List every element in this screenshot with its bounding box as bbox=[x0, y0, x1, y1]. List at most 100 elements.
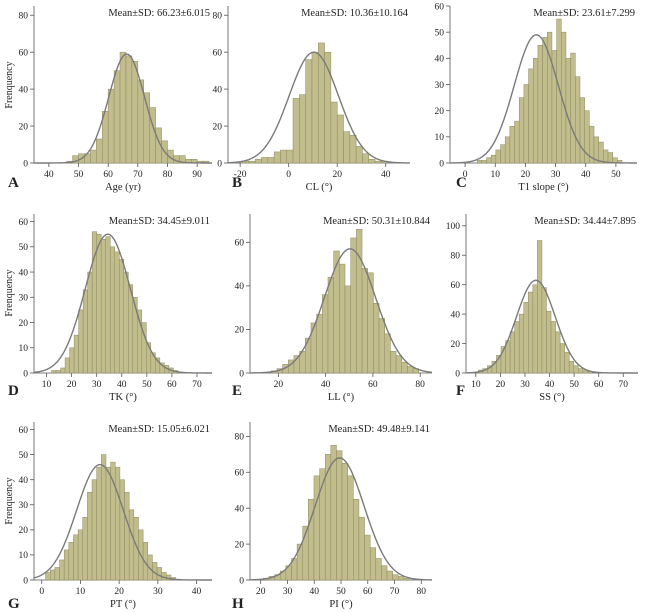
panel-letter: G bbox=[8, 596, 20, 612]
histogram-bar bbox=[528, 68, 534, 164]
histogram-bar bbox=[518, 313, 524, 374]
y-tick-label: 20 bbox=[213, 122, 223, 132]
normal-fit-curve bbox=[33, 233, 212, 374]
histogram-bar bbox=[273, 151, 281, 164]
stat-annotation: Mean±SD: 49.48±9.141 bbox=[328, 424, 430, 435]
y-tick-label: 30 bbox=[435, 81, 445, 91]
histogram-bar bbox=[356, 228, 363, 374]
y-tick-label: 60 bbox=[235, 239, 245, 249]
histogram-bar bbox=[50, 569, 56, 581]
histogram-panel-c: 0 10 20 30 40 50 60 0 10 20 30 40 50 Mean±SD: 23.61±7… bbox=[435, 2, 637, 193]
histogram-bar bbox=[353, 498, 360, 581]
histogram-bar bbox=[523, 302, 529, 374]
histogram-bar bbox=[267, 157, 275, 164]
y-tick-label: 60 bbox=[19, 426, 29, 436]
stat-annotation: Mean±SD: 15.05±6.021 bbox=[108, 424, 210, 435]
y-tick-label: 40 bbox=[19, 476, 29, 486]
x-tick-label: 30 bbox=[520, 380, 530, 390]
y-tick-label: 80 bbox=[235, 433, 245, 443]
histogram-bar bbox=[115, 466, 121, 581]
histogram-bar bbox=[261, 157, 269, 164]
x-tick-label: 20 bbox=[67, 380, 77, 390]
histogram-bar bbox=[528, 291, 534, 374]
y-tick-label: 60 bbox=[19, 218, 29, 228]
y-axis-title-a: Frenquency bbox=[4, 61, 15, 108]
histogram-bar bbox=[546, 310, 552, 374]
normal-fit-curve bbox=[465, 279, 638, 374]
x-tick-label: 60 bbox=[594, 380, 604, 390]
histogram-panel-d: 0 10 20 30 40 50 60 10 20 30 40 50 60 70 Mean±SD: 34.4… bbox=[8, 214, 212, 403]
x-tick-label: 20 bbox=[332, 170, 342, 180]
panel-letter: E bbox=[232, 383, 242, 399]
x-tick-label: 30 bbox=[92, 380, 102, 390]
histogram-bar bbox=[286, 149, 294, 164]
histogram-bar bbox=[373, 303, 380, 374]
y-tick-label: 60 bbox=[235, 469, 245, 479]
histogram-bar bbox=[327, 276, 334, 374]
histogram-panel-b: 0 20 40 60 80 -20 0 20 40 Mean±SD: 10.36±10.164 CL… bbox=[213, 6, 411, 193]
y-tick-label: 60 bbox=[213, 48, 223, 58]
histogram-bar bbox=[598, 141, 604, 164]
y-tick-label: 40 bbox=[213, 85, 223, 95]
normal-fit-curve bbox=[227, 51, 411, 164]
histogram-bar bbox=[565, 58, 571, 164]
panel-letter: D bbox=[8, 383, 19, 399]
histogram-bar bbox=[119, 479, 125, 581]
histogram-bar bbox=[124, 491, 130, 581]
histogram-bar bbox=[523, 84, 529, 164]
stat-annotation: Mean±SD: 66.23±6.015 bbox=[108, 8, 210, 19]
x-tick-label: 60 bbox=[103, 170, 113, 180]
y-tick-label: 0 bbox=[239, 369, 244, 379]
histogram-bar bbox=[114, 251, 120, 374]
y-axis-title-d: Frenquency bbox=[4, 269, 15, 316]
x-axis-label: SS (°) bbox=[539, 392, 565, 403]
histogram-panel-f: 0 20 40 60 80 100 10 20 30 40 50 60 70 Mean±SD: 34.44… bbox=[446, 214, 638, 403]
histogram-bar bbox=[500, 144, 506, 164]
histogram-bar bbox=[349, 135, 357, 164]
histogram-bar bbox=[336, 450, 343, 581]
histogram-bar bbox=[603, 149, 609, 164]
histogram-bar bbox=[570, 52, 576, 164]
stat-annotation: Mean±SD: 10.36±10.164 bbox=[301, 8, 409, 19]
histogram-bar bbox=[78, 309, 84, 374]
histogram-bar bbox=[254, 159, 262, 164]
x-axis-label: CL (°) bbox=[306, 182, 333, 193]
histogram-bar bbox=[339, 263, 346, 374]
x-axis-label: Age (yr) bbox=[105, 182, 141, 193]
x-tick-label: 40 bbox=[44, 170, 54, 180]
histogram-bar bbox=[113, 70, 121, 164]
histogram-bar bbox=[392, 574, 399, 581]
normal-fit-curve bbox=[249, 248, 433, 374]
histogram-bar bbox=[118, 259, 125, 374]
histogram-bar bbox=[51, 370, 57, 374]
histogram-bar bbox=[336, 114, 344, 164]
y-tick-label: 60 bbox=[435, 2, 445, 12]
histogram-bar bbox=[486, 157, 492, 164]
x-tick-label: 40 bbox=[192, 587, 202, 597]
histogram-bar bbox=[355, 146, 363, 164]
histogram-bar bbox=[403, 577, 410, 581]
y-tick-label: 20 bbox=[235, 326, 245, 336]
normal-fit-curve bbox=[34, 53, 212, 164]
histogram-bar bbox=[350, 237, 357, 374]
y-tick-label: 50 bbox=[435, 28, 445, 38]
x-tick-label: 50 bbox=[336, 587, 346, 597]
histogram-bar bbox=[77, 529, 84, 581]
y-tick-label: 80 bbox=[19, 12, 29, 22]
panel-letter: F bbox=[456, 383, 465, 399]
x-tick-label: 80 bbox=[163, 170, 173, 180]
y-tick-label: 50 bbox=[19, 451, 29, 461]
histogram-panel-h: 0 20 40 60 80 20 30 40 50 60 70 80 Mean±SD: 49.48±9.… bbox=[232, 422, 433, 612]
histogram-bar bbox=[322, 294, 329, 374]
x-tick-label: 20 bbox=[256, 587, 266, 597]
x-tick-label: 40 bbox=[117, 380, 127, 390]
x-tick-label: 20 bbox=[521, 170, 531, 180]
histogram-bar bbox=[87, 271, 93, 374]
histogram-bar bbox=[91, 479, 97, 581]
histogram-bar bbox=[128, 284, 134, 374]
histogram-bar bbox=[82, 289, 88, 374]
histogram-bar bbox=[509, 126, 515, 164]
x-tick-label: 10 bbox=[490, 170, 500, 180]
normal-fit-curve bbox=[249, 457, 433, 581]
